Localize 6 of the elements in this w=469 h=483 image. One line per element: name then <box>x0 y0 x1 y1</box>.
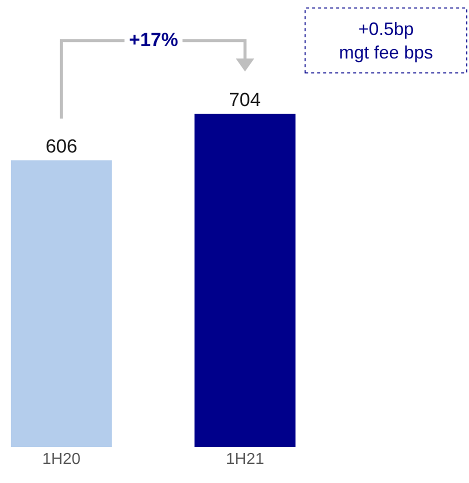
data-label: 606 <box>46 136 78 158</box>
x-tick-label: 1H20 <box>42 451 81 468</box>
data-label: 704 <box>228 90 262 111</box>
x-tick-label: 1H21 <box>226 451 264 468</box>
text: +0.5bp mgt fee bps <box>339 19 434 62</box>
text: +17% <box>129 30 178 51</box>
